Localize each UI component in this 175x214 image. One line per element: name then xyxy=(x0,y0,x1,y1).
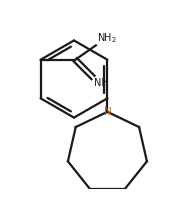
Text: NH$_2$: NH$_2$ xyxy=(97,31,117,45)
Text: NH: NH xyxy=(94,79,109,88)
Text: N: N xyxy=(104,107,111,117)
